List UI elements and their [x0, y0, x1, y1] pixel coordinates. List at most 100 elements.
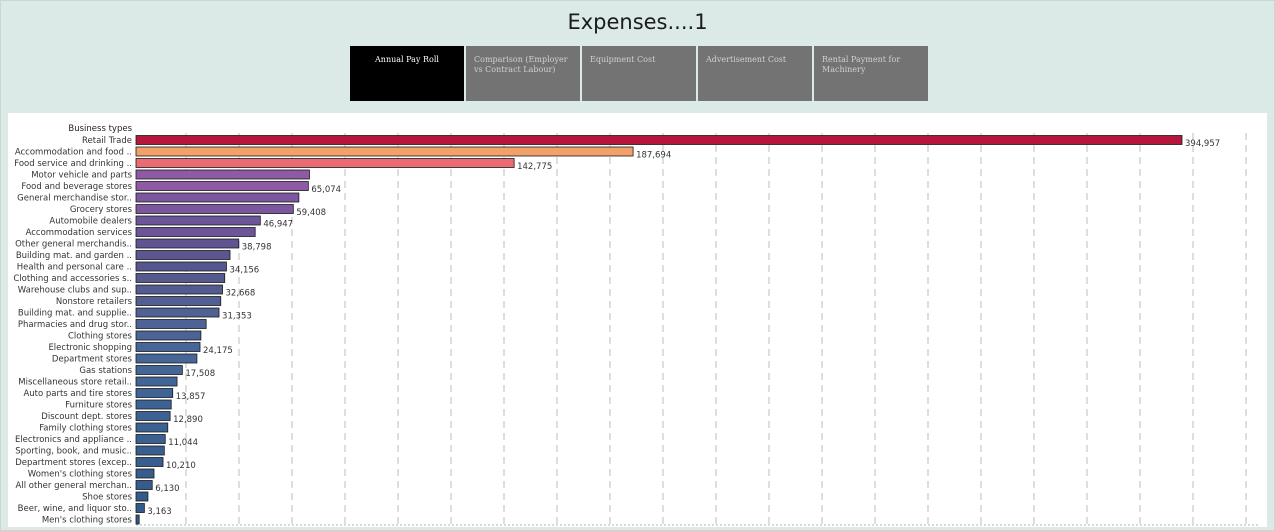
category-label: Nonstore retailers	[56, 297, 133, 307]
bar[interactable]	[135, 192, 300, 203]
bar[interactable]	[135, 480, 153, 490]
category-label: Grocery stores	[70, 205, 133, 215]
data-label: 31,353	[222, 312, 252, 322]
data-label: 3,163	[147, 507, 171, 517]
bar[interactable]	[135, 158, 515, 168]
category-label: Warehouse clubs and sup..	[18, 286, 132, 296]
category-label: Clothing stores	[68, 332, 133, 342]
category-label: General merchandise stor..	[17, 194, 132, 204]
category-label: Miscellaneous store retail..	[18, 378, 132, 388]
category-label: Furniture stores	[65, 401, 132, 411]
bar[interactable]	[135, 388, 174, 398]
data-label: 32,668	[226, 289, 256, 299]
category-label: Men's clothing stores	[42, 516, 133, 526]
category-label: Discount dept. stores	[41, 412, 132, 422]
data-label: 46,947	[263, 220, 293, 230]
tab-rental-payment[interactable]: Rental Payment for Machinery	[814, 46, 928, 101]
data-label: 394,957	[1185, 139, 1220, 149]
category-label: Food and beverage stores	[21, 182, 132, 192]
bar[interactable]	[135, 353, 198, 364]
category-label: Auto parts and tire stores	[23, 389, 132, 399]
grid-lines	[136, 133, 1258, 526]
category-label: Family clothing stores	[39, 424, 132, 434]
bar[interactable]	[135, 376, 178, 387]
y-axis-title: Business types	[68, 124, 132, 134]
tab-advertisement-cost[interactable]: Advertisement Cost	[698, 46, 812, 101]
data-label: 38,798	[242, 243, 272, 253]
category-label: Automobile dealers	[49, 217, 132, 227]
category-label: Building mat. and supplie..	[18, 309, 132, 319]
bar[interactable]	[135, 457, 164, 467]
bar[interactable]	[135, 445, 165, 456]
bar-chart: Business types Retail Trade Accommodation…	[13, 124, 1258, 526]
bar[interactable]	[135, 204, 294, 214]
tab-annual-pay-roll[interactable]: Annual Pay Roll	[350, 46, 464, 101]
category-label: All other general merchan..	[16, 481, 132, 491]
bar[interactable]	[135, 365, 183, 375]
data-label: 17,508	[185, 369, 215, 379]
bar[interactable]	[135, 399, 172, 410]
data-label: 6,130	[155, 484, 179, 494]
data-label: 24,175	[203, 346, 233, 356]
bar[interactable]	[135, 135, 1183, 145]
bar[interactable]	[135, 250, 231, 260]
category-label: Health and personal care ..	[17, 263, 132, 273]
bar[interactable]	[135, 215, 261, 226]
data-label: 12,890	[173, 415, 203, 425]
data-label: 65,074	[311, 185, 341, 195]
category-label: Other general merchandis..	[15, 240, 132, 250]
bar[interactable]	[135, 491, 149, 502]
bar[interactable]	[135, 342, 201, 352]
bar[interactable]	[135, 307, 220, 318]
category-label: Retail Trade	[82, 136, 132, 146]
bar[interactable]	[135, 503, 145, 513]
category-label: Accommodation and food ..	[15, 148, 132, 158]
data-label: 34,156	[229, 266, 259, 276]
category-label: Clothing and accessories s..	[13, 274, 132, 284]
tab-bar: Annual Pay Roll Comparison (Employer vs …	[350, 46, 928, 101]
bar[interactable]	[135, 434, 166, 444]
category-label: Sporting, book, and music..	[15, 447, 132, 457]
bar[interactable]	[135, 261, 227, 272]
bar[interactable]	[135, 169, 310, 180]
category-label: Electronics and appliance ..	[15, 435, 132, 445]
category-label: Gas stations	[79, 366, 132, 376]
bar[interactable]	[135, 284, 223, 295]
data-label: 142,775	[517, 162, 552, 172]
category-label: Electronic shopping	[48, 343, 132, 353]
data-label: 10,210	[166, 461, 196, 471]
chart-panel: Business types Retail Trade Accommodation…	[8, 113, 1267, 527]
bar[interactable]	[135, 411, 171, 421]
bar[interactable]	[135, 330, 202, 341]
bar[interactable]	[135, 514, 140, 525]
bars	[135, 135, 1183, 525]
category-label: Building mat. and garden ..	[16, 251, 132, 261]
bar[interactable]	[135, 146, 634, 157]
category-label: Department stores	[52, 355, 133, 365]
category-label: Women's clothing stores	[28, 470, 133, 480]
category-label: Pharmacies and drug stor..	[18, 320, 132, 330]
bar[interactable]	[135, 227, 256, 237]
bar[interactable]	[135, 273, 226, 283]
tab-equipment-cost[interactable]: Equipment Cost	[582, 46, 696, 101]
bar[interactable]	[135, 319, 207, 329]
tab-comparison[interactable]: Comparison (Employer vs Contract Labour)	[466, 46, 580, 101]
bar[interactable]	[135, 238, 240, 249]
bar[interactable]	[135, 296, 222, 306]
category-label: Shoe stores	[82, 493, 132, 503]
bar[interactable]	[135, 468, 155, 479]
bar[interactable]	[135, 181, 309, 191]
category-label: Motor vehicle and parts	[31, 171, 132, 181]
bar[interactable]	[135, 422, 169, 433]
data-label: 13,857	[176, 392, 206, 402]
data-label: 11,044	[168, 438, 198, 448]
category-label: Beer, wine, and liquor sto..	[18, 504, 132, 514]
page-title: Expenses....1	[567, 10, 708, 34]
category-label: Department stores (excep..	[15, 458, 132, 468]
category-label: Food service and drinking ..	[14, 159, 132, 169]
category-label: Accommodation services	[26, 228, 133, 238]
data-label: 187,694	[636, 151, 671, 161]
data-label: 59,408	[296, 208, 326, 218]
